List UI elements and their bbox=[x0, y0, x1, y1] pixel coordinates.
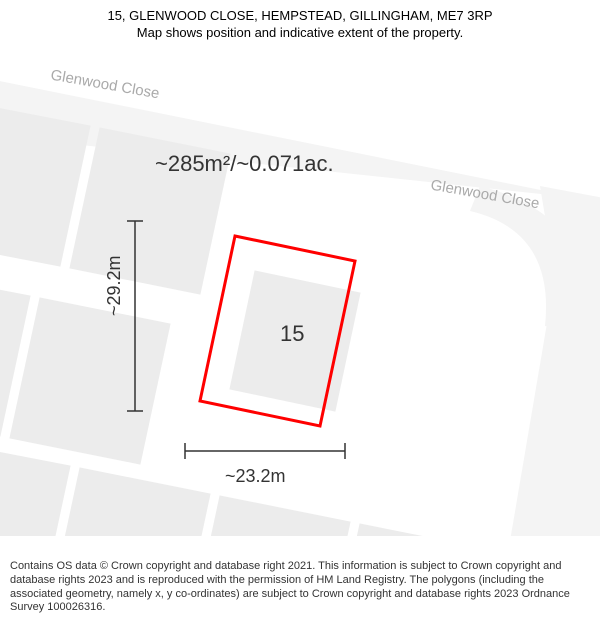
header: 15, GLENWOOD CLOSE, HEMPSTEAD, GILLINGHA… bbox=[0, 0, 600, 46]
house-number: 15 bbox=[280, 321, 304, 347]
copyright-footer: Contains OS data © Crown copyright and d… bbox=[0, 554, 600, 625]
map-subtitle: Map shows position and indicative extent… bbox=[20, 25, 580, 42]
address-title: 15, GLENWOOD CLOSE, HEMPSTEAD, GILLINGHA… bbox=[20, 8, 580, 25]
area-label: ~285m²/~0.071ac. bbox=[155, 151, 334, 177]
map-area: Glenwood Close Glenwood Close ~285m²/~0.… bbox=[0, 46, 600, 536]
width-dimension-label: ~23.2m bbox=[225, 466, 286, 487]
height-dimension-label: ~29.2m bbox=[104, 255, 125, 316]
map-svg bbox=[0, 46, 600, 536]
